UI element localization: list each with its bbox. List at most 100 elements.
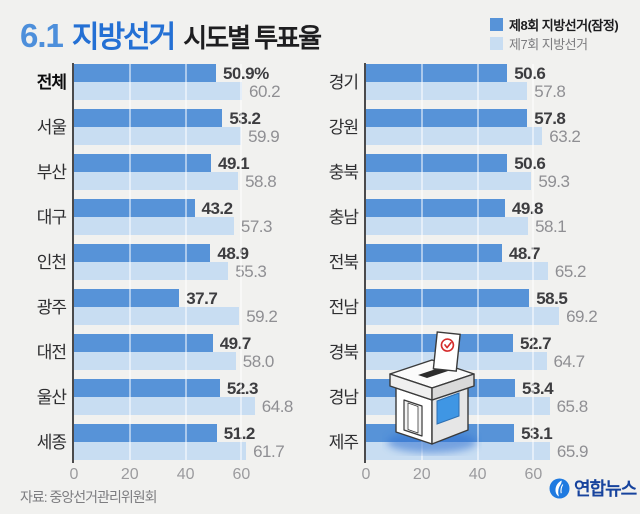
- value-label-7th: 59.9: [248, 126, 280, 146]
- value-label-7th: 58.1: [535, 216, 567, 236]
- bar-7th-election: [74, 82, 242, 100]
- bar-7th-election: [366, 307, 560, 325]
- legend: 제8회 지방선거(잠정) 제7회 지방선거: [490, 17, 619, 52]
- chart-row: 대구 43.2 57.3: [20, 199, 316, 235]
- category-label: 부산: [36, 162, 67, 182]
- ballot-box-icon: [387, 331, 477, 453]
- chart-row: 전체 50.9% 60.2: [20, 64, 316, 100]
- bar-8th-election: [74, 64, 216, 82]
- bar-8th-election: [74, 334, 213, 352]
- yonhap-logo-text: 연합뉴스: [574, 479, 637, 499]
- category-label: 대전: [36, 342, 67, 362]
- value-label-7th: 63.2: [549, 126, 581, 146]
- category-label: 인천: [36, 252, 67, 272]
- bar-7th-election: [74, 442, 247, 460]
- value-label-7th: 61.7: [253, 441, 285, 461]
- bar-8th-election: [74, 244, 211, 262]
- bar-7th-election: [366, 262, 548, 280]
- category-label: 전남: [328, 297, 359, 317]
- value-label-7th: 55.3: [235, 261, 267, 281]
- category-label: 광주: [36, 297, 67, 317]
- title-date: 6.1: [20, 17, 64, 54]
- value-label-8th: 49.7: [219, 333, 252, 353]
- chart-row: 강원 57.8 63.2: [318, 109, 630, 145]
- value-label-8th: 48.9: [217, 243, 249, 263]
- page-title: 6.1 지방선거 시도별 투표율: [20, 12, 322, 56]
- value-label-7th: 65.9: [556, 441, 589, 461]
- category-label: 울산: [36, 387, 67, 407]
- value-label-8th: 52.7: [520, 333, 552, 353]
- value-label-8th: 53.2: [229, 108, 261, 128]
- chart-row: 충남 49.8 58.1: [318, 199, 630, 235]
- chart-row: 대전 49.7 58.0: [20, 334, 316, 370]
- chart-row: 충북 50.6 59.3: [318, 154, 630, 190]
- value-label-7th: 59.3: [538, 171, 570, 191]
- category-label: 충남: [328, 207, 359, 227]
- ballot-paper-icon: [432, 331, 461, 372]
- legend-swatch-7th-icon: [490, 37, 503, 50]
- legend-label-7th: 제7회 지방선거: [509, 37, 588, 52]
- yonhap-news-logo: 연합뉴스: [549, 475, 637, 501]
- value-label-7th: 64.8: [261, 396, 294, 416]
- value-label-7th: 69.2: [566, 306, 598, 326]
- value-label-8th: 49.1: [218, 153, 250, 173]
- axis-tick-label: 60: [232, 466, 251, 483]
- bar-7th-election: [74, 217, 234, 235]
- value-label-7th: 65.2: [554, 261, 587, 281]
- chart-row: 경기 50.6 57.8: [318, 64, 630, 100]
- category-label: 전북: [328, 252, 359, 272]
- axis-tick-label: 40: [176, 466, 195, 483]
- chart-rows: 전체 50.9% 60.2 서울 53.2 59.9 부산 49.1 58.8 대구 43.2 57.…: [20, 64, 316, 460]
- value-label-8th: 53.1: [521, 423, 553, 443]
- title-subtitle: 시도별 투표율: [183, 23, 322, 53]
- category-label: 충북: [328, 162, 359, 182]
- value-label-8th: 48.7: [508, 243, 541, 263]
- value-label-8th: 50.9%: [223, 63, 269, 83]
- value-label-7th: 58.8: [245, 171, 277, 191]
- value-label-7th: 57.8: [534, 81, 566, 101]
- category-label: 전체: [36, 72, 67, 92]
- bar-7th-election: [74, 127, 242, 145]
- chart-row: 서울 53.2 59.9: [20, 109, 316, 145]
- axis-tick-label: 20: [120, 466, 139, 483]
- value-label-8th: 51.2: [223, 423, 256, 443]
- value-label-8th: 58.5: [536, 288, 568, 308]
- value-label-7th: 59.2: [246, 306, 278, 326]
- bar-8th-election: [74, 154, 211, 172]
- category-label: 경북: [328, 342, 359, 362]
- bar-7th-election: [366, 127, 543, 145]
- value-label-8th: 50.6: [514, 153, 546, 173]
- bar-7th-election: [74, 172, 239, 190]
- chart-row: 전남 58.5 69.2: [318, 289, 630, 325]
- value-label-8th: 50.6: [514, 63, 546, 83]
- bar-7th-election: [74, 352, 236, 370]
- value-label-7th: 64.7: [553, 351, 586, 371]
- bar-8th-election: [366, 64, 508, 82]
- value-label-8th: 43.2: [201, 198, 234, 218]
- bar-8th-election: [74, 424, 217, 442]
- title-election-name: 지방선거: [71, 21, 176, 54]
- legend-label-8th: 제8회 지방선거(잠정): [509, 18, 619, 33]
- chart-left-column: 전체 50.9% 60.2 서울 53.2 59.9 부산 49.1 58.8 대구 43.2 57.…: [20, 63, 316, 483]
- yonhap-logo-icon: [549, 478, 570, 498]
- value-label-8th: 49.8: [511, 198, 544, 218]
- value-label-7th: 57.3: [240, 216, 273, 236]
- category-label: 세종: [36, 432, 67, 452]
- value-label-8th: 53.4: [522, 378, 554, 398]
- chart-row: 전북 48.7 65.2: [318, 244, 630, 280]
- category-label: 대구: [36, 207, 67, 227]
- axis-tick-label: 60: [524, 466, 543, 483]
- chart-row: 인천 48.9 55.3: [20, 244, 316, 280]
- value-label-8th: 52.3: [226, 378, 259, 398]
- bar-7th-election: [366, 172, 532, 190]
- value-label-7th: 65.8: [556, 396, 589, 416]
- value-label-7th: 60.2: [249, 81, 281, 101]
- bar-8th-election: [74, 199, 195, 217]
- axis-tick-label: 40: [468, 466, 487, 483]
- category-label: 경남: [328, 387, 359, 407]
- bar-8th-election: [74, 379, 220, 397]
- bar-7th-election: [74, 397, 255, 415]
- legend-swatch-8th-icon: [490, 18, 503, 31]
- chart-row: 세종 51.2 61.7: [20, 424, 316, 460]
- legend-item-7th: 제7회 지방선거: [490, 36, 618, 52]
